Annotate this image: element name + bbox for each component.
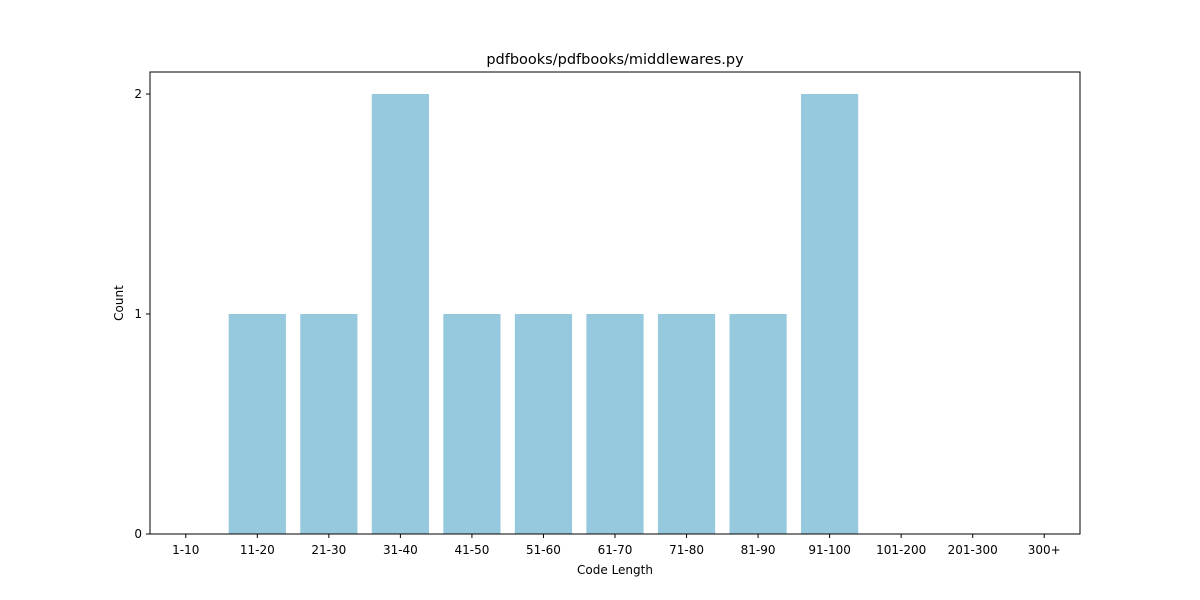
bars-group (228, 94, 859, 534)
y-tick-label: 0 (134, 527, 142, 541)
x-tick-label: 11-20 (240, 543, 275, 557)
x-tick-label: 31-40 (383, 543, 418, 557)
bar-81-90 (729, 314, 787, 534)
bar-91-100 (801, 94, 859, 534)
x-tick-label: 21-30 (311, 543, 346, 557)
x-tick-label: 51-60 (526, 543, 561, 557)
bar-41-50 (443, 314, 501, 534)
x-tick-label: 300+ (1028, 543, 1061, 557)
x-axis-title: Code Length (577, 563, 653, 577)
bar-71-80 (657, 314, 716, 534)
x-tick-label: 1-10 (172, 543, 199, 557)
y-tick-label: 1 (134, 307, 142, 321)
y-axis: 0 1 2 (134, 87, 150, 541)
y-tick-label: 2 (134, 87, 142, 101)
bar-31-40 (371, 94, 429, 534)
x-tick-label: 41-50 (454, 543, 489, 557)
bar-51-60 (514, 314, 573, 534)
x-tick-label: 101-200 (876, 543, 926, 557)
x-tick-label: 61-70 (598, 543, 633, 557)
x-axis: 1-10 11-20 21-30 31-40 41-50 51-60 61-70 71-80 8… (172, 534, 1061, 557)
bar-61-70 (586, 314, 644, 534)
x-tick-label: 81-90 (741, 543, 776, 557)
x-tick-label: 201-300 (948, 543, 998, 557)
bar-21-30 (300, 314, 358, 534)
y-axis-title: Count (112, 285, 126, 321)
chart-title: pdfbooks/pdfbooks/middlewares.py (486, 52, 744, 68)
x-tick-label: 71-80 (669, 543, 704, 557)
bar-11-20 (228, 314, 286, 534)
x-tick-label: 91-100 (808, 543, 851, 557)
